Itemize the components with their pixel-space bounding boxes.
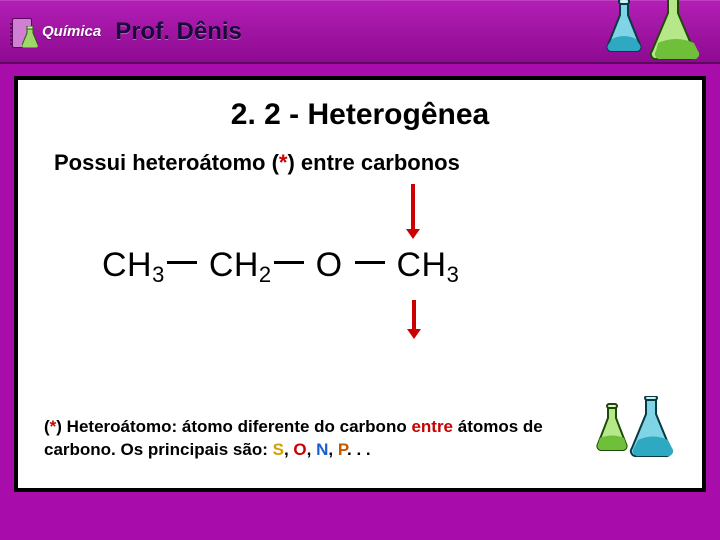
- comma: ,: [328, 440, 337, 459]
- comma: ,: [307, 440, 316, 459]
- formula-sub-4: 3: [447, 262, 460, 287]
- element-o: O: [293, 440, 306, 459]
- formula-group-2: CH: [209, 246, 259, 284]
- ellipsis: . . .: [347, 440, 371, 459]
- arrow-down-icon: [411, 184, 415, 230]
- section-title: 2. 2 - Heterogênea: [124, 98, 596, 132]
- comma: ,: [284, 440, 293, 459]
- header-flasks-icon: [602, 0, 712, 71]
- element-p: P: [338, 440, 347, 459]
- content-frame: 2. 2 - Heterogênea Possui heteroátomo (*…: [14, 76, 706, 492]
- bond-icon: [355, 261, 385, 264]
- notebook-flask-icon: [12, 14, 38, 50]
- element-n: N: [316, 440, 328, 459]
- footnote: (*) Heteroátomo: átomo diferente do carb…: [44, 416, 604, 462]
- subtitle: Possui heteroátomo (*) entre carbonos: [54, 150, 676, 176]
- subtitle-pre: Possui heteroátomo (: [54, 150, 279, 175]
- formula-group-4: CH: [396, 246, 446, 284]
- flask-small-icon: [22, 26, 38, 48]
- formula-area: CH3 CH2 O CH3: [44, 184, 676, 324]
- chemical-formula: CH3 CH2 O CH3: [102, 246, 459, 288]
- corner-flasks-icon: [594, 396, 684, 468]
- foot-entre: entre: [411, 417, 453, 436]
- slide-header: Química Prof. Dênis: [0, 0, 720, 64]
- foot-text-1: ) Heteroátomo: átomo diferente do carbon…: [56, 417, 411, 436]
- formula-group-1: CH: [102, 246, 152, 284]
- prof-label: Prof. Dênis: [115, 18, 242, 46]
- subtitle-post: ) entre carbonos: [287, 150, 459, 175]
- content-panel: 2. 2 - Heterogênea Possui heteroátomo (*…: [18, 80, 702, 488]
- bond-icon: [274, 261, 304, 264]
- element-s: S: [273, 440, 284, 459]
- formula-sub-1: 3: [152, 262, 165, 287]
- arrow-down-icon: [412, 300, 416, 330]
- subject-label: Química: [42, 23, 101, 40]
- formula-sub-2: 2: [259, 262, 272, 287]
- bond-icon: [167, 261, 197, 264]
- formula-group-3: O: [316, 246, 343, 284]
